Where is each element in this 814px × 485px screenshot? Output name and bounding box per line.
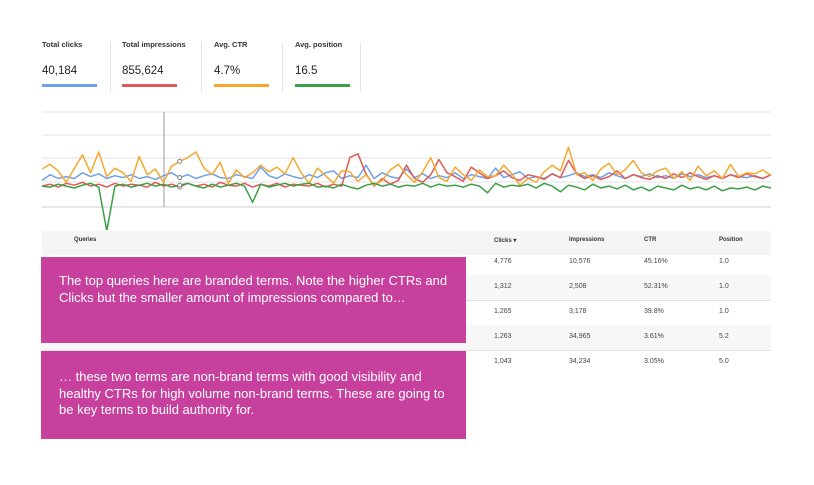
cell-ctr: 39.8% — [644, 308, 664, 315]
cell-impressions: 34,234 — [569, 358, 591, 365]
cell-clicks: 1,263 — [494, 333, 512, 340]
metric-avg-ctr[interactable]: Avg. CTR 4.7% — [214, 40, 269, 87]
series-line-1 — [41, 164, 772, 182]
cell-ctr: 45.16% — [644, 258, 668, 265]
metric-color-bar — [122, 84, 177, 87]
column-header-position[interactable]: Position — [719, 237, 743, 243]
metric-value: 4.7% — [214, 65, 241, 77]
column-header-ctr[interactable]: CTR — [644, 237, 657, 243]
cell-ctr: 3.05% — [644, 358, 664, 365]
metric-value: 855,624 — [122, 65, 164, 77]
cell-impressions: 10,576 — [569, 258, 591, 265]
metric-avg-position[interactable]: Avg. position 16.5 — [295, 40, 350, 87]
metric-divider — [282, 42, 283, 92]
metric-label: Total impressions — [122, 40, 186, 49]
metric-total-impressions[interactable]: Total impressions 855,624 — [122, 40, 186, 87]
performance-line-chart[interactable] — [0, 0, 814, 230]
metric-divider — [360, 42, 361, 92]
metric-color-bar — [214, 84, 269, 87]
cell-ctr: 52.31% — [644, 283, 668, 290]
metric-color-bar — [42, 84, 97, 87]
cell-impressions: 34,965 — [569, 333, 591, 340]
cell-clicks: 1,043 — [494, 358, 512, 365]
cell-clicks: 1,265 — [494, 308, 512, 315]
hover-point-1 — [177, 175, 183, 181]
metric-color-bar — [295, 84, 350, 87]
callout-branded-queries: The top queries here are branded terms. … — [41, 257, 466, 343]
cell-clicks: 1,312 — [494, 283, 512, 290]
callout-non-brand-queries: … these two terms are non-brand terms wi… — [41, 351, 466, 439]
series-line-4 — [41, 182, 772, 230]
cell-ctr: 3.61% — [644, 333, 664, 340]
metric-total-clicks[interactable]: Total clicks 40,184 — [42, 40, 97, 87]
column-header-queries[interactable]: Queries — [74, 237, 97, 243]
cell-position: 1.0 — [719, 258, 729, 265]
cell-position: 1.0 — [719, 283, 729, 290]
series-line-2 — [41, 153, 772, 188]
table-header — [42, 231, 771, 255]
metric-divider — [201, 42, 202, 92]
series-line-3 — [41, 146, 772, 186]
hover-point-4 — [177, 182, 183, 188]
metric-value: 40,184 — [42, 65, 78, 77]
column-header-clicks[interactable]: Clicks ▾ — [494, 238, 517, 244]
metric-label: Avg. CTR — [214, 40, 248, 49]
metric-label: Total clicks — [42, 40, 83, 49]
table-row[interactable]: 1,043 34,234 3.05% 5.0 — [42, 350, 771, 375]
metric-divider — [110, 42, 111, 92]
cell-position: 1.0 — [719, 308, 729, 315]
metric-value: 16.5 — [295, 65, 318, 77]
column-header-impressions[interactable]: Impressions — [569, 237, 605, 243]
cell-position: 5.2 — [719, 333, 729, 340]
cell-impressions: 3,178 — [569, 308, 587, 315]
cell-impressions: 2,508 — [569, 283, 587, 290]
hover-point-3 — [177, 158, 183, 164]
metric-label: Avg. position — [295, 40, 343, 49]
cell-position: 5.0 — [719, 358, 729, 365]
cell-clicks: 4,776 — [494, 258, 512, 265]
